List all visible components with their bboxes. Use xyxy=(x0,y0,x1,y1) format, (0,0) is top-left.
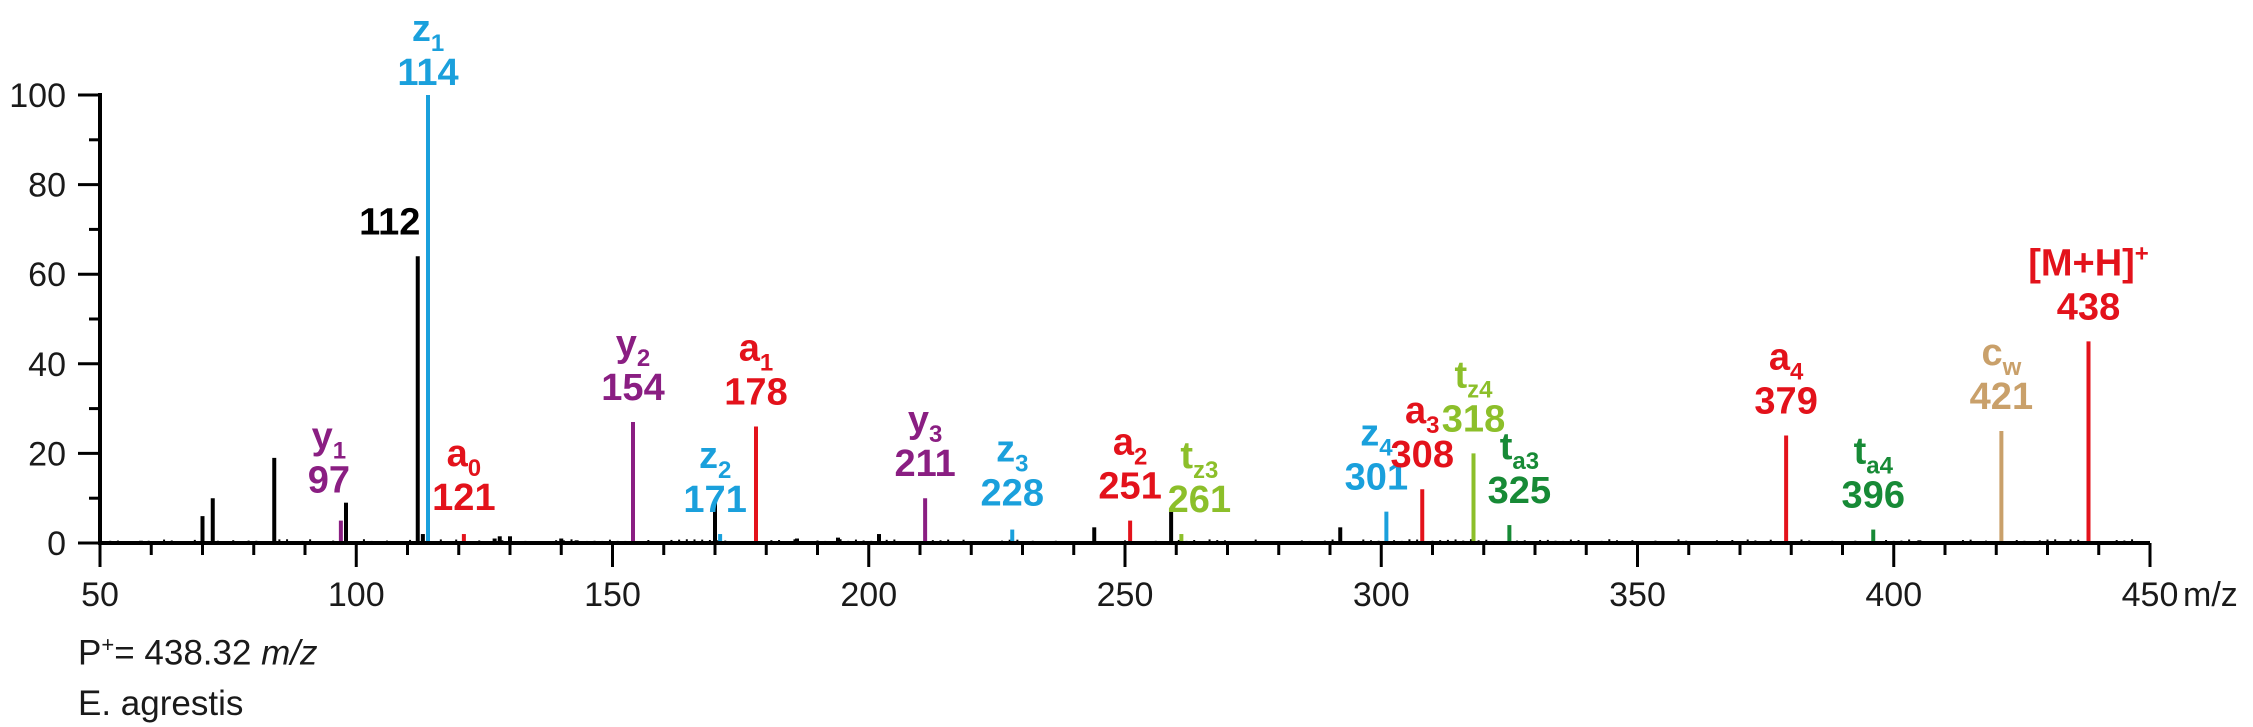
peak-value-label: 325 xyxy=(1488,470,1551,512)
ion-subscript: 2 xyxy=(637,345,650,372)
ion-symbol: a xyxy=(1405,390,1427,432)
ion-subscript: 3 xyxy=(929,421,942,448)
peak-value-label: 251 xyxy=(1098,466,1161,508)
x-tick-label: 350 xyxy=(1609,576,1666,614)
peak-value-label: 171 xyxy=(683,479,746,521)
ion-symbol: a xyxy=(447,433,469,475)
ion-symbol: c xyxy=(1981,332,2002,374)
precursor-unit: m/z xyxy=(261,633,318,673)
peak-value-label: 154 xyxy=(601,367,664,409)
ion-symbol: y xyxy=(616,323,637,365)
ion-symbol: y xyxy=(312,416,333,458)
ion-superscript: + xyxy=(2135,240,2149,267)
axes: 50 100 150 200 250 300 350 400 450 m/z02040608010… xyxy=(9,77,2238,614)
ion-symbol: t xyxy=(1454,354,1467,396)
y-tick-label: 100 xyxy=(9,77,66,115)
x-tick-label: 150 xyxy=(584,576,641,614)
ion-label: a2 xyxy=(1113,422,1148,471)
peak-value-label: 114 xyxy=(397,52,458,94)
peak-value-label: 211 xyxy=(894,443,955,485)
ion-label: tz4 xyxy=(1454,354,1493,403)
ion-label: a1 xyxy=(739,328,774,377)
ion-label: y3 xyxy=(908,399,943,448)
precursor-note: P+= 438.32 m/z xyxy=(78,632,318,674)
ion-label: y1 xyxy=(312,416,347,465)
ion-label: y2 xyxy=(616,323,651,372)
ion-subscript: 4 xyxy=(1379,435,1393,462)
ion-subscript: w xyxy=(2002,354,2022,381)
ion-label: a0 xyxy=(447,433,482,482)
ion-subscript: a4 xyxy=(1866,453,1893,480)
species-note: E. agrestis xyxy=(78,684,244,723)
x-tick-label: 50 xyxy=(81,576,119,614)
y-tick-label: 0 xyxy=(47,525,66,563)
ion-symbol: y xyxy=(908,399,929,441)
ion-subscript: 3 xyxy=(1426,412,1439,439)
ion-subscript: a3 xyxy=(1512,448,1539,475)
peak-value-label: 438 xyxy=(2057,286,2120,328)
peak-value-label: 97 xyxy=(308,460,350,502)
ion-symbol: [M+H] xyxy=(2028,242,2135,284)
ion-label: z2 xyxy=(699,435,731,484)
ion-label: a4 xyxy=(1769,336,1804,385)
ion-symbol: a xyxy=(739,328,761,370)
peak-value-label: 178 xyxy=(724,372,787,414)
ion-symbol: a xyxy=(1769,336,1791,378)
x-tick-label: 400 xyxy=(1865,576,1922,614)
peak-value-label: 318 xyxy=(1442,398,1505,440)
precursor-prefix: P xyxy=(78,633,102,673)
ion-subscript: 3 xyxy=(1015,451,1028,478)
ion-symbol: z xyxy=(412,8,431,50)
peak-value-label: 112 xyxy=(359,201,420,243)
x-tick-label: 250 xyxy=(1097,576,1154,614)
peak-value-label: 308 xyxy=(1391,434,1454,476)
peak-value-label: 396 xyxy=(1842,475,1905,517)
ion-subscript: 1 xyxy=(431,30,444,57)
ion-subscript: 2 xyxy=(718,457,731,484)
ion-label: z1 xyxy=(412,8,444,57)
ion-label: tz3 xyxy=(1180,435,1218,484)
ion-label: z4 xyxy=(1360,413,1393,462)
ion-symbol: z xyxy=(699,435,718,477)
precursor-value: = 438.32 xyxy=(114,633,262,673)
ion-subscript: 1 xyxy=(760,350,773,377)
x-axis-label: m/z xyxy=(2183,576,2238,614)
ion-symbol: a xyxy=(1113,422,1135,464)
ion-symbol: t xyxy=(1180,435,1193,477)
ion-label: cw xyxy=(1981,332,2021,381)
peak-value-label: 379 xyxy=(1754,380,1817,422)
x-tick-label: 100 xyxy=(328,576,385,614)
ion-symbol: t xyxy=(1500,426,1513,468)
x-tick-label: 450 xyxy=(2122,576,2179,614)
peak-value-label: 261 xyxy=(1168,479,1231,521)
ion-label: a3 xyxy=(1405,390,1440,439)
y-tick-label: 60 xyxy=(28,256,66,294)
ion-symbol: t xyxy=(1854,431,1867,473)
y-tick-label: 20 xyxy=(28,435,66,473)
precursor-charge: + xyxy=(101,632,115,657)
ion-subscript: 1 xyxy=(333,438,346,465)
x-tick-label: 200 xyxy=(840,576,897,614)
y-tick-label: 40 xyxy=(28,346,66,384)
ion-label: ta4 xyxy=(1854,431,1894,480)
ion-subscript: z3 xyxy=(1193,457,1218,484)
x-tick-label: 300 xyxy=(1353,576,1410,614)
y-tick-label: 80 xyxy=(28,167,66,205)
ion-symbol: z xyxy=(996,429,1015,471)
ion-subscript: z4 xyxy=(1467,376,1493,403)
peak-value-label: 121 xyxy=(432,477,495,519)
ion-subscript: 0 xyxy=(468,455,481,482)
ion-symbol: z xyxy=(1360,413,1379,455)
ion-label: [M+H]+ xyxy=(2028,240,2149,284)
ion-subscript: 2 xyxy=(1134,444,1147,471)
peak-value-label: 301 xyxy=(1345,457,1408,499)
peak-value-label: 421 xyxy=(1970,376,2033,418)
peak-value-label: 228 xyxy=(981,473,1044,515)
ion-subscript: 4 xyxy=(1790,358,1804,385)
ion-label: ta3 xyxy=(1500,426,1539,475)
ion-label: z3 xyxy=(996,429,1028,478)
